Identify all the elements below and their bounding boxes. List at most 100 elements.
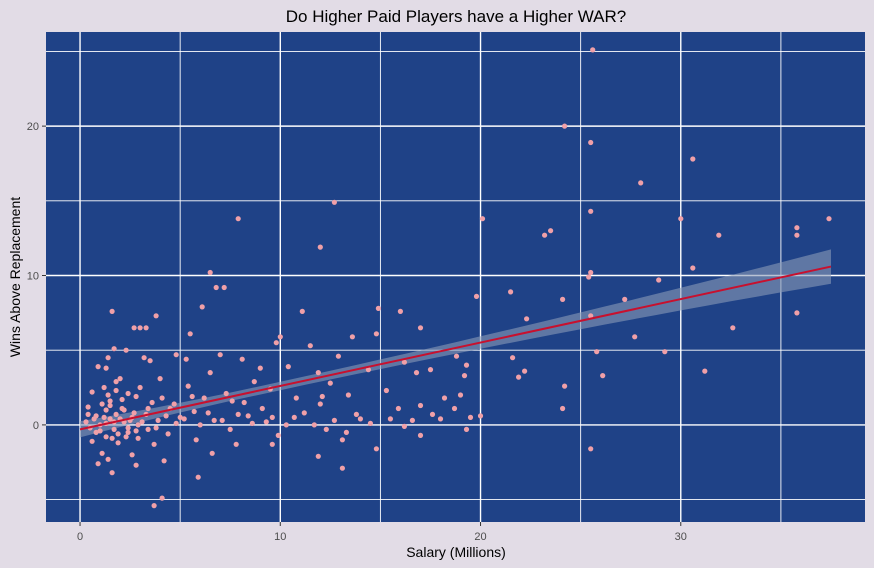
data-point	[235, 411, 241, 417]
data-point	[83, 419, 89, 425]
data-point	[662, 349, 668, 355]
data-point	[357, 416, 363, 422]
data-point	[307, 343, 313, 349]
data-point	[85, 404, 91, 410]
data-point	[690, 156, 696, 162]
data-point	[115, 431, 121, 437]
data-point	[159, 495, 165, 501]
data-point	[794, 225, 800, 231]
data-point	[113, 411, 119, 417]
data-point	[101, 384, 107, 391]
regression-line	[79, 265, 832, 431]
data-point	[463, 362, 470, 368]
data-point	[131, 410, 137, 416]
data-point	[395, 405, 401, 412]
data-point	[560, 405, 566, 412]
data-point	[588, 208, 594, 214]
data-point	[311, 422, 317, 428]
data-point	[249, 420, 255, 426]
data-point	[93, 429, 99, 435]
data-point	[293, 395, 299, 401]
data-point	[453, 353, 460, 359]
data-point	[427, 367, 434, 373]
data-point	[251, 379, 257, 385]
data-point	[339, 465, 345, 471]
data-point	[588, 313, 594, 319]
data-point	[600, 373, 606, 379]
data-point	[702, 368, 708, 374]
data-point	[417, 402, 424, 409]
data-point	[365, 367, 371, 373]
major-gridlines	[46, 32, 865, 522]
data-point	[590, 47, 596, 53]
data-point	[716, 232, 722, 238]
fit-line-layer	[79, 265, 832, 431]
data-point	[397, 308, 403, 314]
data-point	[89, 438, 95, 444]
data-point	[285, 364, 291, 370]
x-axis-ticks: 0 10 20 30	[77, 522, 687, 543]
data-point	[588, 139, 594, 146]
data-point	[105, 392, 111, 398]
data-point	[345, 392, 351, 398]
data-point	[95, 461, 101, 467]
data-point	[161, 458, 167, 464]
data-point	[135, 435, 141, 441]
data-point	[137, 384, 143, 391]
data-point	[133, 428, 139, 434]
data-point	[479, 216, 486, 222]
data-point	[269, 414, 275, 420]
data-point	[409, 417, 415, 423]
data-point	[227, 426, 233, 432]
data-point	[349, 334, 355, 340]
data-point	[139, 419, 145, 425]
data-point	[678, 216, 684, 222]
data-point	[137, 325, 143, 331]
data-point	[115, 440, 121, 446]
data-point	[327, 380, 333, 386]
data-point	[99, 450, 105, 456]
data-point	[588, 269, 594, 276]
y-tick-label: 20	[27, 121, 39, 133]
data-point	[417, 432, 424, 438]
data-point	[277, 334, 283, 340]
data-point	[353, 411, 359, 417]
data-point	[245, 413, 251, 419]
data-point	[143, 325, 149, 331]
data-point	[131, 325, 137, 331]
y-axis-ticks: 0 10 20	[27, 121, 46, 432]
data-point	[387, 416, 393, 422]
data-point	[508, 289, 514, 295]
data-point	[451, 405, 458, 412]
data-point	[121, 407, 127, 413]
data-point	[656, 277, 662, 283]
data-point	[632, 334, 638, 340]
data-point	[315, 453, 321, 459]
data-point	[151, 441, 157, 447]
data-point	[461, 373, 468, 379]
data-point	[205, 410, 211, 416]
data-point	[209, 450, 215, 456]
data-point	[153, 425, 159, 431]
data-point	[123, 347, 129, 353]
data-point	[343, 429, 349, 435]
data-point	[638, 180, 644, 186]
data-point	[141, 355, 147, 361]
data-point	[373, 446, 379, 452]
data-point	[622, 296, 628, 302]
data-point	[155, 417, 161, 423]
data-point	[125, 390, 131, 397]
data-point	[159, 395, 165, 401]
data-point	[317, 244, 323, 250]
data-point	[331, 417, 337, 423]
data-point	[542, 232, 548, 238]
data-point	[111, 426, 117, 432]
data-point	[213, 284, 219, 291]
data-point	[299, 308, 305, 314]
data-point	[331, 199, 337, 205]
data-point	[319, 393, 325, 400]
data-point	[89, 389, 95, 395]
data-point	[107, 416, 113, 422]
data-point	[301, 410, 307, 416]
